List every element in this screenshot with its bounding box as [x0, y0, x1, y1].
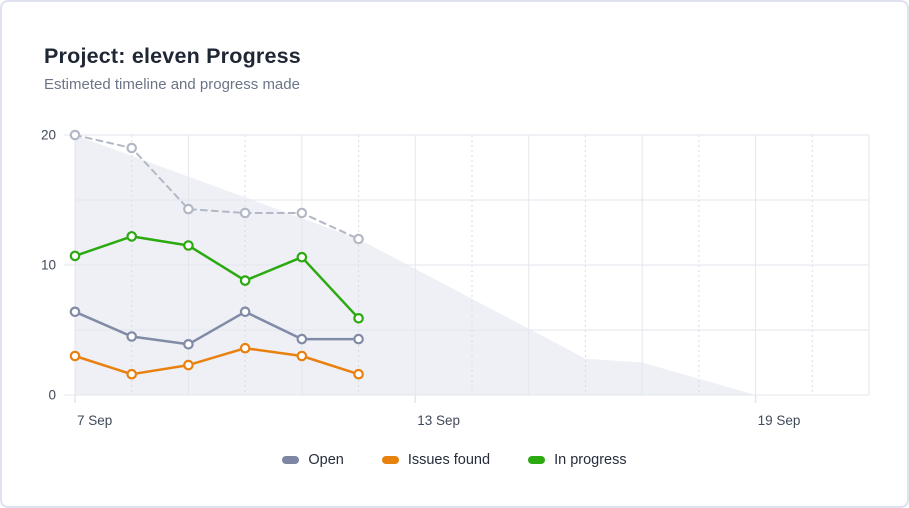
- series-point-in-progress-1[interactable]: [126, 231, 138, 242]
- legend-swatch-in-progress: [528, 456, 546, 464]
- series-point-estimated-3[interactable]: [239, 207, 251, 219]
- series-point-in-progress-2[interactable]: [183, 240, 194, 251]
- series-point-issues-found-0[interactable]: [69, 350, 81, 362]
- chart-legend: Open Issues found In progress: [2, 452, 907, 468]
- legend-swatch-issues-found: [381, 456, 399, 464]
- page-title: Project: eleven Progress: [44, 44, 301, 68]
- series-point-open-0[interactable]: [69, 306, 81, 318]
- series-line-estimated: [74, 134, 360, 240]
- series-point-issues-found-1[interactable]: [126, 368, 138, 380]
- series-point-in-progress-4[interactable]: [296, 251, 308, 263]
- legend-label-open: Open: [308, 452, 344, 468]
- series-point-issues-found-3[interactable]: [239, 342, 251, 354]
- page-subtitle: Estimeted timeline and progress made: [44, 76, 300, 93]
- series-point-open-5[interactable]: [353, 333, 364, 345]
- legend-label-issues-found: Issues found: [407, 452, 491, 468]
- series-point-estimated-1[interactable]: [126, 142, 138, 154]
- series-point-open-2[interactable]: [183, 338, 194, 350]
- series-point-in-progress-5[interactable]: [353, 312, 364, 324]
- series-point-in-progress-3[interactable]: [239, 275, 251, 286]
- legend-item-in-progress[interactable]: In progress: [528, 452, 627, 468]
- x-axis-label: 13 Sep: [417, 413, 460, 428]
- x-axis-label: 19 Sep: [758, 413, 801, 428]
- series-point-estimated-2[interactable]: [183, 203, 194, 215]
- series-line-open: [73, 310, 360, 346]
- series-line-issues-found: [73, 346, 360, 376]
- legend-label-in-progress: In progress: [554, 452, 627, 468]
- series-point-estimated-4[interactable]: [296, 207, 308, 219]
- series-line-in-progress: [73, 235, 360, 320]
- series-point-issues-found-4[interactable]: [296, 350, 308, 362]
- series-point-estimated-0[interactable]: [69, 129, 81, 141]
- series-point-estimated-5[interactable]: [353, 233, 364, 245]
- series-point-issues-found-2[interactable]: [183, 359, 194, 371]
- y-axis-label: 20: [41, 128, 56, 143]
- legend-swatch-open: [282, 456, 300, 464]
- series-point-issues-found-5[interactable]: [353, 368, 364, 380]
- legend-item-open[interactable]: Open: [282, 452, 344, 468]
- y-axis-label: 10: [41, 258, 56, 273]
- legend-item-issues-found[interactable]: Issues found: [381, 452, 491, 468]
- series-point-open-4[interactable]: [296, 333, 308, 345]
- series-point-open-1[interactable]: [126, 331, 138, 342]
- y-axis-label: 0: [48, 388, 56, 403]
- series-point-in-progress-0[interactable]: [69, 250, 81, 262]
- x-axis-label: 7 Sep: [77, 413, 112, 428]
- series-point-open-3[interactable]: [239, 306, 251, 318]
